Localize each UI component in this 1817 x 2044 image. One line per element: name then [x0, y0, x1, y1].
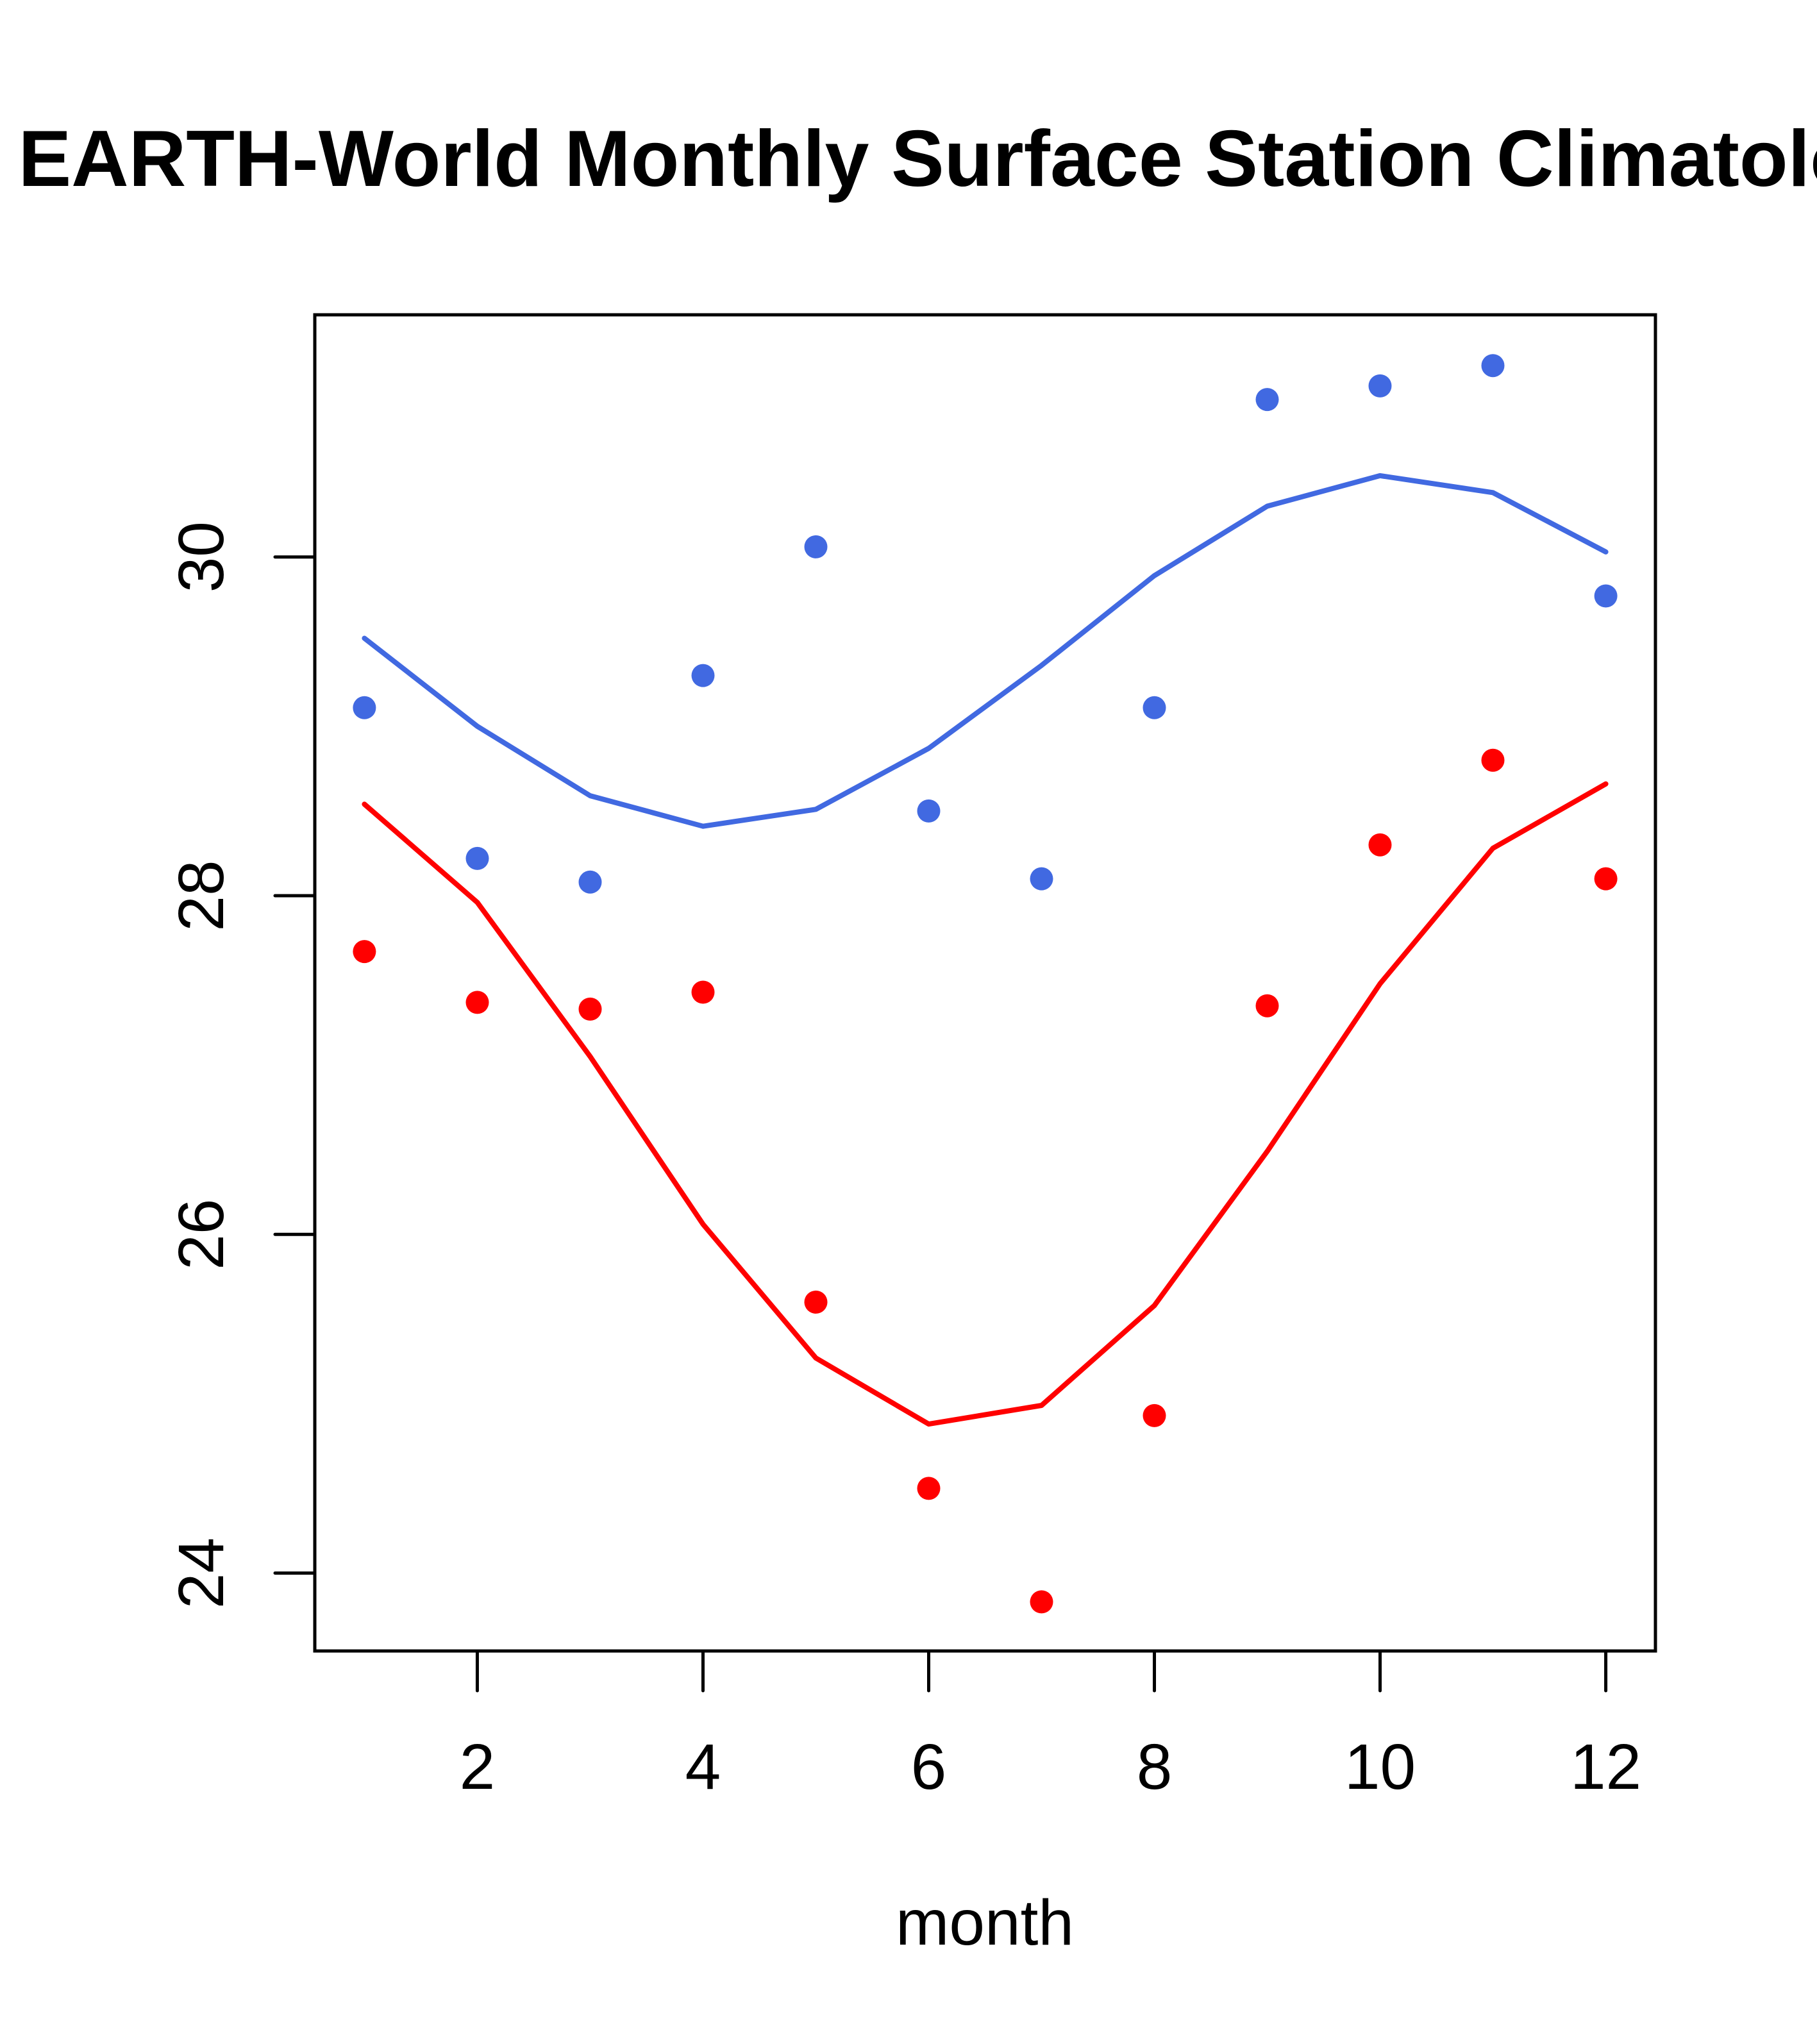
red-points-point-6: [917, 1477, 941, 1500]
red-points-point-1: [353, 940, 376, 964]
x-tick-label-8: 8: [1137, 1731, 1173, 1803]
blue-line-path: [362, 473, 1609, 829]
red-points-point-10: [1368, 833, 1392, 857]
x-tick-label-12: 12: [1570, 1731, 1641, 1803]
y-axis: 24 26 28 30: [165, 521, 317, 1609]
blue-points-point-7: [1030, 867, 1053, 891]
blue-points-point-8: [1143, 696, 1166, 719]
blue-points-point-2: [465, 846, 489, 870]
blue-points-point-12: [1594, 584, 1618, 608]
blue-points-point-4: [691, 664, 715, 687]
red-points-point-4: [691, 980, 715, 1004]
series-layer: [353, 354, 1618, 1614]
x-axis: 2 4 6 8 10 12: [460, 1649, 1641, 1803]
chart-title: EARTH-World Monthly Surface Station Clim…: [18, 115, 1817, 203]
red-points-point-7: [1030, 1590, 1053, 1614]
x-tick-label-10: 10: [1344, 1731, 1416, 1803]
blue-points-point-5: [804, 535, 828, 558]
blue-points-point-10: [1368, 374, 1392, 398]
x-tick-label-4: 4: [685, 1731, 721, 1803]
x-axis-label: month: [896, 1887, 1074, 1959]
blue-points-point-3: [578, 870, 602, 894]
red-points: [353, 748, 1618, 1614]
red-points-point-12: [1594, 867, 1618, 891]
red-line: [362, 781, 1609, 1427]
plot-frame: [313, 313, 1657, 1653]
y-tick-label-30: 30: [165, 521, 237, 592]
blue-points-point-11: [1481, 354, 1505, 378]
y-tick-label-26: 26: [165, 1199, 237, 1270]
red-points-point-5: [804, 1290, 828, 1314]
x-tick-label-6: 6: [911, 1731, 947, 1803]
blue-line: [362, 473, 1609, 829]
y-tick-label-24: 24: [165, 1537, 237, 1609]
y-tick-label-28: 28: [165, 860, 237, 931]
x-tick-label-2: 2: [460, 1731, 496, 1803]
red-points-point-9: [1255, 994, 1279, 1018]
blue-points-point-1: [353, 696, 376, 719]
blue-points-point-6: [917, 799, 941, 823]
blue-points-point-9: [1255, 388, 1279, 412]
blue-points: [353, 354, 1618, 894]
red-line-path: [362, 781, 1609, 1427]
red-points-point-8: [1143, 1403, 1166, 1427]
red-points-point-3: [578, 997, 602, 1021]
red-points-point-2: [465, 991, 489, 1014]
red-points-point-11: [1481, 748, 1505, 772]
